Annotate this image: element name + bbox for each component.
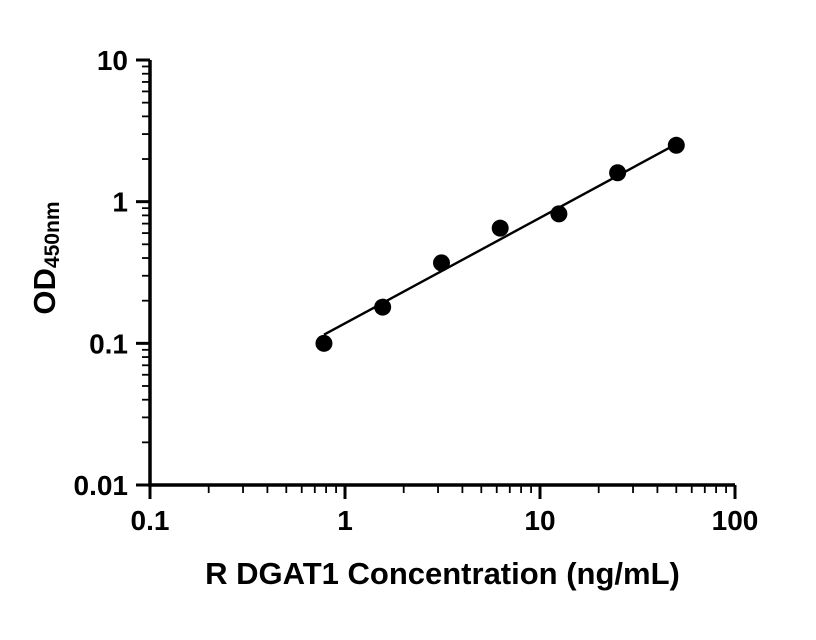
data-point — [491, 219, 509, 237]
y-tick-label: 1 — [112, 187, 128, 218]
x-axis-title: R DGAT1 Concentration (ng/mL) — [205, 556, 680, 591]
y-tick-label: 0.01 — [74, 470, 129, 501]
y-tick-label: 0.1 — [89, 328, 128, 359]
y-axis-title-sub: 450nm — [40, 201, 64, 269]
y-axis-title: OD450nm — [27, 201, 65, 314]
x-tick-label: 1 — [337, 505, 353, 536]
data-point — [550, 205, 568, 223]
y-axis-title-main: OD — [27, 268, 63, 315]
x-tick-label: 100 — [712, 505, 759, 536]
data-point — [432, 254, 450, 272]
x-tick-label: 10 — [524, 505, 555, 536]
data-point — [609, 164, 627, 182]
x-tick-label: 0.1 — [131, 505, 170, 536]
data-point — [667, 136, 685, 154]
data-point — [315, 334, 333, 352]
y-tick-label: 10 — [97, 45, 128, 76]
data-point — [374, 298, 392, 316]
